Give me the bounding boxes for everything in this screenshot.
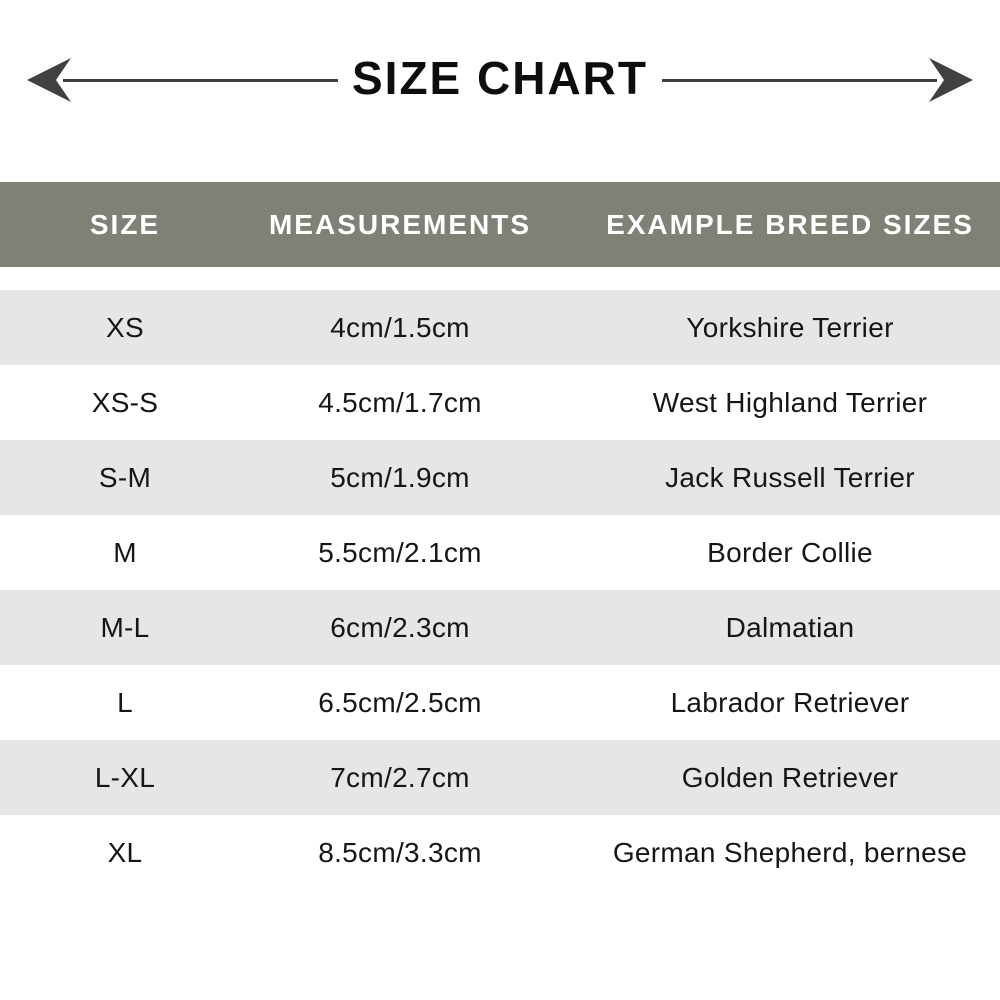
table-row: M 5.5cm/2.1cm Border Collie bbox=[0, 515, 1000, 590]
cell-breeds: Labrador Retriever bbox=[670, 686, 910, 718]
cell-measurements: 4cm/1.5cm bbox=[330, 311, 470, 343]
cell-measurements: 4.5cm/1.7cm bbox=[318, 386, 482, 418]
arrow-left-icon bbox=[27, 58, 71, 102]
arrow-right-icon bbox=[929, 58, 973, 102]
cell-measurements: 6cm/2.3cm bbox=[330, 611, 470, 643]
cell-size: L-XL bbox=[94, 761, 156, 793]
cell-measurements: 7cm/2.7cm bbox=[330, 761, 470, 793]
cell-measurements: 5cm/1.9cm bbox=[330, 461, 470, 493]
title-line-left bbox=[63, 78, 338, 82]
cell-size: XS bbox=[106, 311, 144, 343]
header-cell-measurements: MEASUREMENTS bbox=[268, 208, 531, 240]
cell-measurements: 8.5cm/3.3cm bbox=[318, 836, 482, 868]
table-row: XS-S 4.5cm/1.7cm West Highland Terrier bbox=[0, 365, 1000, 440]
cell-size: L bbox=[117, 686, 133, 718]
header-cell-size: SIZE bbox=[89, 208, 161, 240]
cell-breeds: Jack Russell Terrier bbox=[665, 461, 915, 493]
table-row: L 6.5cm/2.5cm Labrador Retriever bbox=[0, 665, 1000, 740]
page-title: SIZE CHART bbox=[352, 52, 648, 104]
cell-breeds: Golden Retriever bbox=[681, 761, 899, 793]
cell-measurements: 5.5cm/2.1cm bbox=[318, 536, 482, 568]
table-row: M-L 6cm/2.3cm Dalmatian bbox=[0, 590, 1000, 665]
table-row: L-XL 7cm/2.7cm Golden Retriever bbox=[0, 740, 1000, 815]
cell-breeds: Border Collie bbox=[707, 536, 873, 568]
title-line-right bbox=[662, 78, 937, 82]
header-cell-breeds: EXAMPLE BREED SIZES bbox=[606, 208, 974, 240]
cell-breeds: German Shepherd, bernese bbox=[612, 836, 968, 868]
cell-size: S-M bbox=[98, 461, 152, 493]
cell-size: M-L bbox=[100, 611, 150, 643]
table-row: XL 8.5cm/3.3cm German Shepherd, bernese bbox=[0, 815, 1000, 890]
table-header-row: SIZE MEASUREMENTS EXAMPLE BREED SIZES bbox=[0, 182, 1000, 267]
cell-size: M bbox=[113, 536, 137, 568]
cell-breeds: Dalmatian bbox=[725, 611, 855, 643]
table-row: XS 4cm/1.5cm Yorkshire Terrier bbox=[0, 290, 1000, 365]
title-band: SIZE CHART bbox=[27, 45, 973, 115]
cell-size: XS-S bbox=[91, 386, 159, 418]
table-row: S-M 5cm/1.9cm Jack Russell Terrier bbox=[0, 440, 1000, 515]
cell-breeds: West Highland Terrier bbox=[652, 386, 928, 418]
cell-measurements: 6.5cm/2.5cm bbox=[318, 686, 482, 718]
cell-size: XL bbox=[107, 836, 143, 868]
table-body: XS 4cm/1.5cm Yorkshire Terrier XS-S 4.5c… bbox=[0, 290, 1000, 890]
cell-breeds: Yorkshire Terrier bbox=[686, 311, 894, 343]
